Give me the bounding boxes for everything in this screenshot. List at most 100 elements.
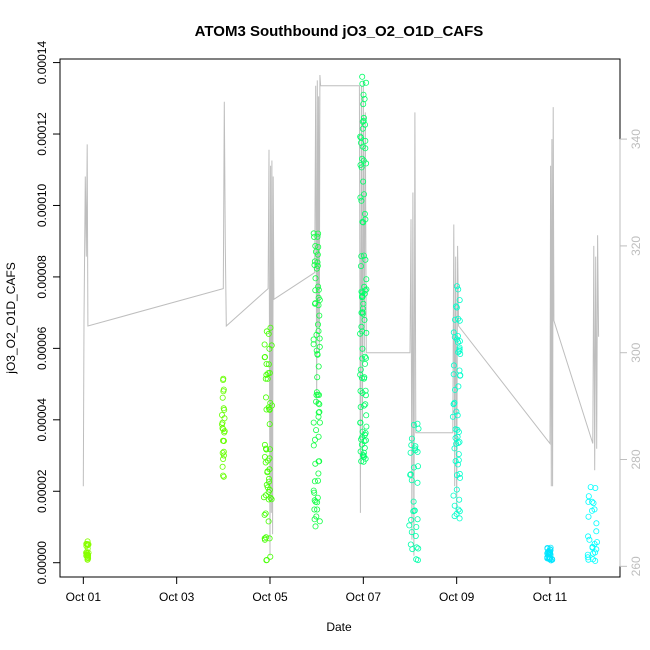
data-point <box>221 428 228 435</box>
data-point <box>456 470 463 477</box>
data-point <box>359 428 366 435</box>
data-point <box>357 330 364 337</box>
scatter-points <box>83 73 601 564</box>
data-point <box>315 302 322 309</box>
data-point <box>264 484 271 491</box>
data-point <box>360 178 367 185</box>
data-point <box>262 394 269 401</box>
data-point <box>312 275 319 282</box>
data-point <box>453 283 460 290</box>
data-point <box>262 459 269 466</box>
data-point <box>453 472 460 479</box>
data-point <box>410 498 417 505</box>
data-point <box>313 513 320 520</box>
point-cluster <box>310 230 323 530</box>
data-point <box>310 419 317 426</box>
point-cluster <box>584 484 601 564</box>
data-point <box>454 461 461 468</box>
data-point <box>313 265 320 272</box>
data-point <box>360 219 367 226</box>
data-point <box>593 520 600 527</box>
data-point <box>315 328 322 335</box>
data-point <box>589 544 596 551</box>
data-point <box>359 355 366 362</box>
data-point <box>265 475 272 482</box>
data-point <box>314 321 321 328</box>
data-point <box>455 428 462 435</box>
data-point <box>265 518 272 525</box>
data-point <box>360 375 367 382</box>
data-point <box>454 332 461 339</box>
right-y-axis: 260 280 300 320 340 <box>619 129 643 576</box>
data-point <box>592 557 599 564</box>
data-point <box>456 474 463 481</box>
data-point <box>312 460 319 467</box>
y-tick-label: 0.00014 <box>35 41 49 85</box>
data-point <box>219 419 226 426</box>
data-point <box>413 524 420 531</box>
data-point <box>314 262 321 269</box>
data-point <box>267 494 274 501</box>
data-point <box>314 259 321 266</box>
data-point <box>453 303 460 310</box>
data-point <box>357 161 364 168</box>
data-point <box>363 412 370 419</box>
data-point <box>220 386 227 393</box>
data-point <box>261 354 268 361</box>
data-point <box>315 363 322 370</box>
data-point <box>316 401 323 408</box>
data-point <box>310 336 317 343</box>
data-point <box>266 446 273 453</box>
data-point <box>455 439 462 446</box>
data-point <box>593 528 600 535</box>
data-point <box>219 449 226 456</box>
data-point <box>314 251 321 258</box>
data-point <box>359 305 366 312</box>
data-point <box>266 466 273 473</box>
data-point <box>358 253 365 260</box>
data-point <box>267 324 274 331</box>
data-point <box>359 155 366 162</box>
data-point <box>84 556 91 563</box>
data-point <box>265 361 272 368</box>
data-point <box>359 118 366 125</box>
data-point <box>358 309 365 316</box>
data-point <box>265 496 272 503</box>
data-point <box>313 331 320 338</box>
data-point <box>357 194 364 201</box>
data-point <box>314 506 321 513</box>
data-point <box>262 375 269 382</box>
data-point <box>407 449 414 456</box>
data-point <box>263 371 270 378</box>
data-point <box>414 516 421 523</box>
data-point <box>315 243 322 250</box>
data-point <box>267 399 274 406</box>
data-point <box>589 507 596 514</box>
data-point <box>585 493 592 500</box>
data-point <box>265 370 272 377</box>
data-point <box>315 230 322 237</box>
data-point <box>220 448 227 455</box>
data-point <box>260 494 267 501</box>
data-point <box>360 402 367 409</box>
data-point <box>415 545 422 552</box>
data-point <box>408 435 415 442</box>
data-point <box>357 263 364 270</box>
point-cluster <box>544 544 556 564</box>
data-point <box>415 425 422 432</box>
data-point <box>586 536 593 543</box>
data-point <box>546 550 553 557</box>
data-point <box>360 157 367 164</box>
data-point <box>450 400 457 407</box>
data-point <box>452 434 459 441</box>
right-axis-series <box>82 74 600 556</box>
data-point <box>407 471 414 478</box>
y-axis: 0.00000 0.00002 0.00004 0.00006 0.00008 0.000… <box>35 41 61 584</box>
data-point <box>312 248 319 255</box>
data-point <box>456 508 463 515</box>
data-point <box>584 554 591 561</box>
x-tick-label: Oct 07 <box>346 590 382 604</box>
data-point <box>362 455 369 462</box>
x-tick-label: Oct 01 <box>66 590 102 604</box>
plot-frame <box>59 58 621 578</box>
